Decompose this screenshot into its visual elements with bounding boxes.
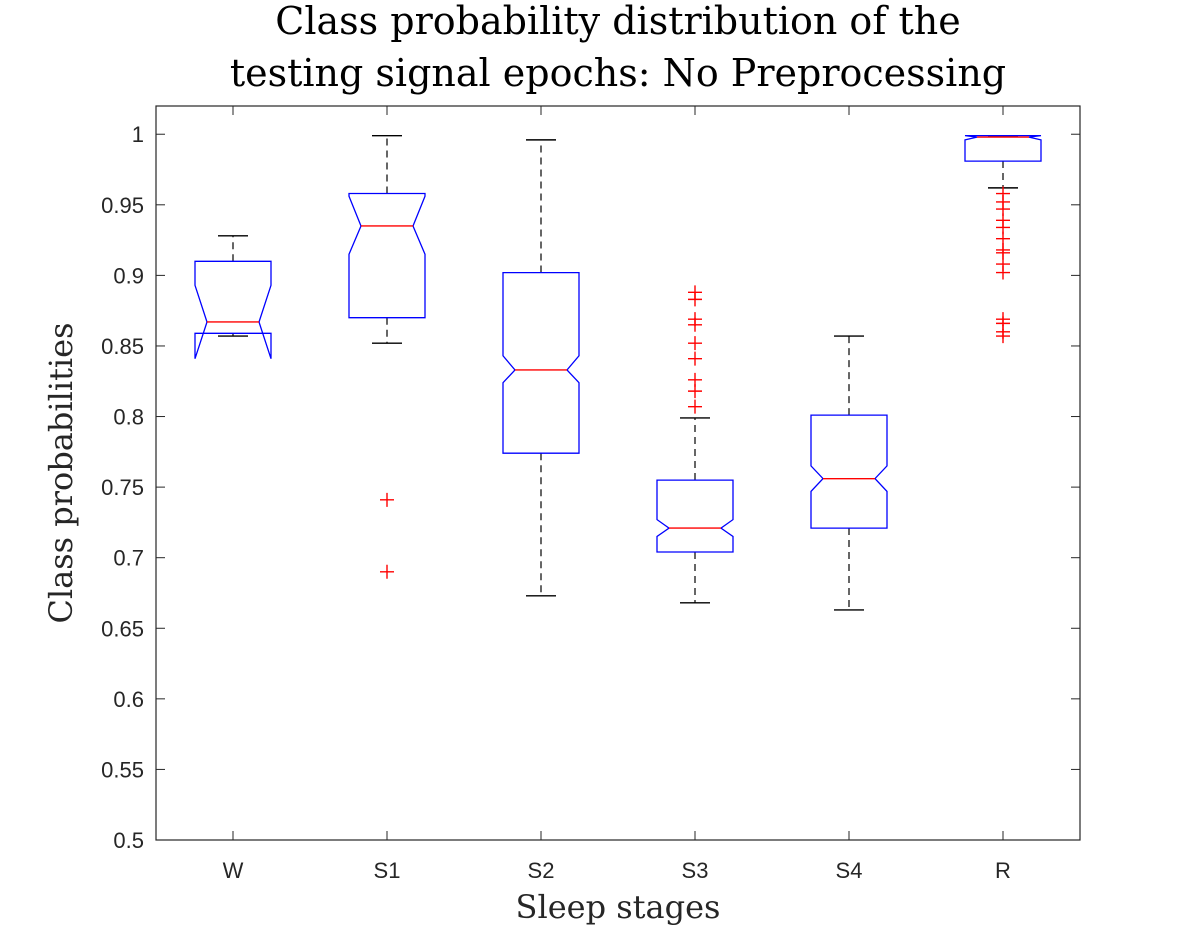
y-tick-label: 0.8 xyxy=(113,405,144,430)
x-tick-label: S4 xyxy=(836,858,863,883)
notched-box xyxy=(348,192,426,319)
outlier-marker xyxy=(688,292,702,307)
notched-box xyxy=(656,479,734,553)
y-tick-label: 0.85 xyxy=(101,334,144,359)
chart-title-line-1: Class probability distribution of the xyxy=(275,0,960,43)
outlier-marker xyxy=(688,351,702,366)
outlier-marker xyxy=(688,336,702,351)
x-tick-label: S3 xyxy=(682,858,709,883)
axes-box xyxy=(155,105,1081,841)
y-tick-label: 0.5 xyxy=(113,828,144,853)
notched-box xyxy=(502,271,580,454)
y-tick-label: 0.75 xyxy=(101,475,144,500)
outlier-marker xyxy=(688,399,702,414)
chart-title-line-2: testing signal epochs: No Preprocessing xyxy=(230,51,1006,95)
outlier-marker xyxy=(996,329,1010,344)
x-tick-label: S2 xyxy=(528,858,555,883)
plot-area: 0.5 0.55 0.6 0.65 0.7 0.75 0.8 0.85 0.9 0.95 1 W S1 S… xyxy=(101,106,1080,883)
x-tick-label: R xyxy=(995,858,1011,883)
y-axis-label: Class probabilities xyxy=(42,322,80,623)
y-tick-label: 0.95 xyxy=(101,193,144,218)
notched-box xyxy=(194,260,272,359)
y-tick-label: 0.6 xyxy=(113,687,144,712)
y-tick-label: 0.9 xyxy=(113,263,144,288)
y-tick-label: 0.55 xyxy=(101,757,144,782)
outlier-marker xyxy=(688,384,702,399)
notched-box xyxy=(810,414,888,529)
outlier-marker xyxy=(380,492,394,507)
y-tick-label: 0.7 xyxy=(113,546,144,571)
x-tick-label: S1 xyxy=(374,858,401,883)
x-tick-label: W xyxy=(223,858,244,883)
notched-box xyxy=(964,134,1042,162)
y-tick-label: 1 xyxy=(132,122,144,147)
outlier-marker xyxy=(380,564,394,579)
outlier-marker xyxy=(688,317,702,332)
y-tick-label: 0.65 xyxy=(101,616,144,641)
outlier-marker xyxy=(996,265,1010,280)
x-axis-label: Sleep stages xyxy=(516,888,721,926)
